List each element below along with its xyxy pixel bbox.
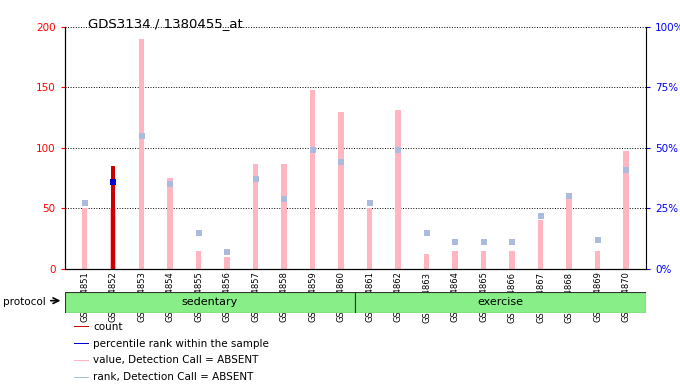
Bar [73, 377, 89, 378]
Bar [224, 257, 230, 269]
Bar [396, 110, 401, 269]
Bar [253, 164, 258, 269]
Bar [82, 209, 87, 269]
Text: rank, Detection Call = ABSENT: rank, Detection Call = ABSENT [93, 372, 254, 382]
Bar [481, 251, 486, 269]
Text: GDS3134 / 1380455_at: GDS3134 / 1380455_at [88, 17, 243, 30]
Bar [355, 292, 646, 313]
Bar [538, 220, 543, 269]
Bar [65, 292, 355, 313]
Text: sedentary: sedentary [182, 297, 238, 308]
Bar [566, 196, 572, 269]
Bar [110, 209, 116, 269]
Bar [509, 251, 515, 269]
Bar [367, 209, 372, 269]
Bar [310, 90, 315, 269]
Bar [139, 39, 144, 269]
Text: count: count [93, 321, 123, 331]
Text: exercise: exercise [477, 297, 524, 308]
Bar [624, 151, 628, 269]
Bar [73, 326, 89, 328]
Text: percentile rank within the sample: percentile rank within the sample [93, 339, 269, 349]
Bar [424, 254, 429, 269]
Text: value, Detection Call = ABSENT: value, Detection Call = ABSENT [93, 356, 259, 366]
Bar [196, 251, 201, 269]
Bar [112, 166, 115, 269]
Bar [452, 251, 458, 269]
Bar [282, 164, 286, 269]
Bar [73, 343, 89, 344]
Text: protocol: protocol [3, 297, 46, 307]
Bar [167, 178, 173, 269]
Bar [73, 360, 89, 361]
Bar [339, 112, 343, 269]
Bar [595, 251, 600, 269]
